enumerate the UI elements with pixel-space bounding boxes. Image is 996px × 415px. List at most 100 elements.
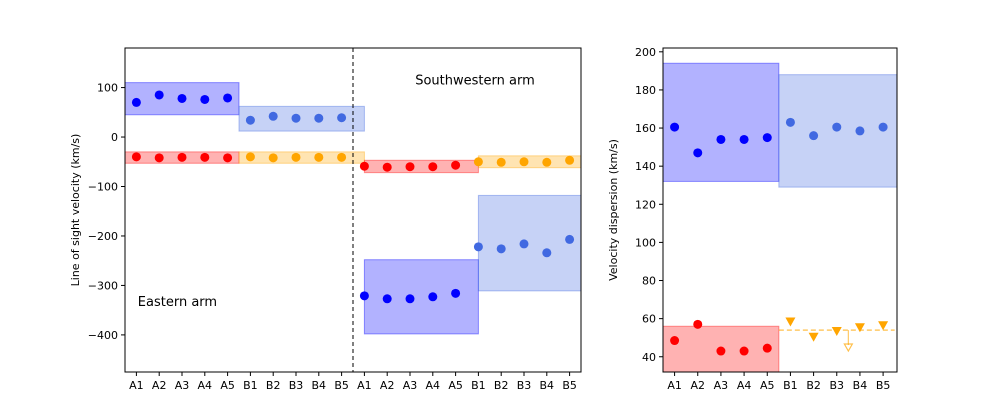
x-tick-label: B2 [494,379,509,392]
data-point [291,152,301,162]
x-tick-label: B3 [829,379,844,392]
data-point [245,115,255,125]
data-point [428,162,438,172]
data-point [337,152,347,162]
y-tick-label: −200 [88,230,118,243]
data-point [785,117,795,127]
axes-frame [124,47,582,373]
data-point [693,148,703,158]
y-tick-label: 60 [642,313,656,326]
y-tick-label: 180 [635,84,656,97]
band-7 [477,194,582,292]
data-point [739,134,749,144]
data-point [451,160,461,170]
data-point [314,152,324,162]
data-point [177,93,187,103]
x-tick-label: B3 [289,379,304,392]
x-tick-label: A1 [667,379,682,392]
data-point [473,242,483,252]
data-point [473,157,483,167]
line-of-sight-velocity-panel: 100 0 −100 −200 −300 −400 A1 A2 A3 A4 A5 B1 B2 B3 B4 B5… [69,47,582,392]
y-tick-label: −300 [88,279,118,292]
data-point [359,161,369,171]
x-tick-label: B3 [517,379,532,392]
data-point [200,152,210,162]
data-point [542,248,552,258]
y-tick-label: −100 [88,181,118,194]
data-point [762,343,772,353]
y-tick-label: 0 [111,131,118,144]
data-point [268,111,278,121]
x-tick-label: A3 [403,379,418,392]
x-tick-label: B5 [876,379,891,392]
data-point [565,155,575,165]
x-tick-label: A4 [737,379,752,392]
data-point [428,292,438,302]
y-tick-label: −400 [88,329,118,342]
x-tick-label: A3 [175,379,190,392]
chart-annotation: Southwestern arm [415,74,535,89]
data-point [291,113,301,123]
data-point [405,162,415,172]
x-tick-label: B5 [562,379,577,392]
x-tick-label: B2 [806,379,821,392]
velocity-dispersion-panel: 200 180 160 140 120 100 80 60 40 A1 A2 A3 A4 A5 B1 B2 B3… [607,46,898,392]
data-point [223,93,233,103]
data-point [519,239,529,249]
y-tick-label: 100 [97,82,118,95]
data-point [245,152,255,162]
data-point [223,153,233,163]
data-point [177,152,187,162]
y-axis-label: Velocity dispersion (km/s) [607,139,620,281]
data-point [382,162,392,172]
data-point [565,234,575,244]
data-point [200,94,210,104]
x-tick-label: B1 [243,379,258,392]
x-tick-label: A5 [760,379,775,392]
data-point-triangle [878,321,889,331]
y-tick-label: 100 [635,236,656,249]
x-tick-label: B4 [312,379,327,392]
upper-limit-arrow-head [843,343,854,353]
data-point-triangle [808,332,819,342]
x-tick-label: A1 [357,379,372,392]
y-tick-label: 140 [635,160,656,173]
y-tick-label: 120 [635,198,656,211]
x-tick-label: A2 [380,379,395,392]
y-tick-label: 200 [635,46,656,59]
data-point [542,157,552,167]
x-tick-label: B4 [853,379,868,392]
data-point [809,131,819,141]
x-tick-label: A2 [152,379,167,392]
y-axis-label: Line of sight velocity (km/s) [69,134,82,287]
band-0 [662,62,780,182]
data-point [359,291,369,301]
y-tick-label: 160 [635,122,656,135]
data-point [716,346,726,356]
data-point [154,90,164,100]
x-tick-label: A1 [129,379,144,392]
y-tick-label: 40 [642,351,656,364]
x-tick-label: B2 [266,379,281,392]
data-point [405,294,415,304]
x-tick-label: A4 [426,379,441,392]
data-point [739,346,749,356]
data-point [855,126,865,136]
data-point [832,122,842,132]
x-tick-label: A4 [198,379,213,392]
data-point [131,97,141,107]
x-tick-label: A5 [448,379,463,392]
data-point [693,319,703,329]
y-tick-label: 80 [642,275,656,288]
data-point [268,153,278,163]
x-tick-label: A2 [690,379,705,392]
data-point [519,157,529,167]
x-tick-label: B1 [471,379,486,392]
data-point [337,113,347,123]
data-point [762,133,772,143]
data-point [878,122,888,132]
band-4 [363,159,479,174]
data-point [496,157,506,167]
x-tick-label: B5 [334,379,349,392]
